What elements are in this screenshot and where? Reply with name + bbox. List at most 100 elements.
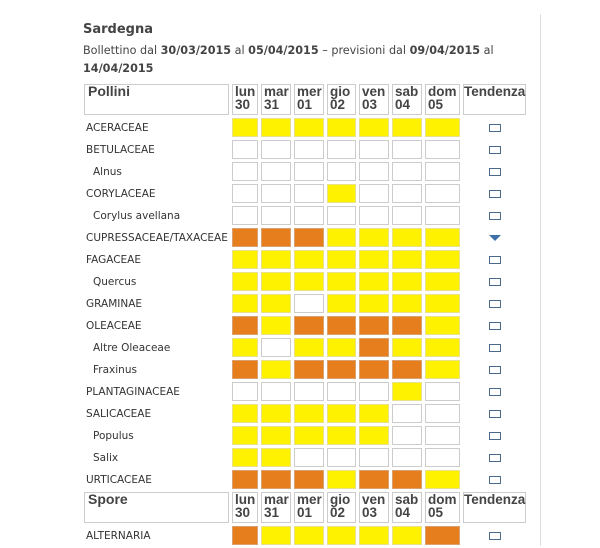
level-cell-2 bbox=[294, 316, 324, 335]
level-cell-0 bbox=[425, 404, 460, 423]
level-cell-0 bbox=[425, 162, 460, 181]
level-cell-1 bbox=[359, 294, 389, 313]
day-name: lun bbox=[235, 84, 256, 99]
taxon-name: BETULACEAE bbox=[86, 143, 155, 156]
day-number: 31 bbox=[264, 505, 280, 520]
level-cell-1 bbox=[359, 272, 389, 291]
level-cell-0 bbox=[425, 140, 460, 159]
level-cell-0 bbox=[392, 448, 422, 467]
day-name: mer bbox=[297, 84, 322, 99]
level-cell-0 bbox=[327, 448, 356, 467]
divider bbox=[540, 14, 541, 546]
trend-stable-icon bbox=[488, 256, 501, 264]
level-cell-1 bbox=[327, 426, 356, 445]
level-cell-1 bbox=[327, 526, 356, 545]
day-name: ven bbox=[362, 84, 386, 99]
taxon-name: ACERACEAE bbox=[86, 121, 149, 134]
table-row: URTICACEAE bbox=[84, 470, 526, 489]
day-name: ven bbox=[362, 492, 386, 507]
table-row: Fraxinus bbox=[84, 360, 526, 379]
trend-cell bbox=[463, 272, 526, 291]
level-cell-1 bbox=[232, 448, 258, 467]
level-cell-1 bbox=[425, 272, 460, 291]
level-cell-1 bbox=[261, 448, 291, 467]
day-header: ven 03 bbox=[359, 84, 389, 115]
trend-cell bbox=[463, 206, 526, 225]
day-number: 02 bbox=[330, 505, 346, 520]
table-row: ALTERNARIA bbox=[84, 526, 526, 545]
day-number: 01 bbox=[297, 97, 313, 112]
bulletin-text: Bollettino dal bbox=[83, 44, 158, 57]
trend-stable-icon bbox=[488, 366, 501, 374]
level-cell-1 bbox=[232, 338, 258, 357]
level-cell-0 bbox=[327, 162, 356, 181]
taxon-name: Altre Oleaceae bbox=[93, 341, 171, 354]
level-cell-1 bbox=[359, 404, 389, 423]
day-name: dom bbox=[428, 492, 457, 507]
table-row: BETULACEAE bbox=[84, 140, 526, 159]
level-cell-1 bbox=[392, 272, 422, 291]
day-number: 30 bbox=[235, 97, 251, 112]
level-cell-1 bbox=[294, 118, 324, 137]
level-cell-1 bbox=[327, 184, 356, 203]
level-cell-2 bbox=[232, 470, 258, 489]
taxon-name: FAGACEAE bbox=[86, 253, 141, 266]
level-cell-1 bbox=[359, 228, 389, 247]
table-row: Corylus avellana bbox=[84, 206, 526, 225]
trend-cell bbox=[463, 162, 526, 181]
trend-down-icon bbox=[488, 235, 501, 241]
table-row: GRAMINAE bbox=[84, 294, 526, 313]
level-cell-0 bbox=[294, 448, 324, 467]
day-number: 02 bbox=[330, 97, 346, 112]
trend-stable-icon bbox=[488, 300, 501, 308]
day-header: mer 01 bbox=[294, 84, 324, 115]
day-header: dom 05 bbox=[425, 492, 460, 523]
day-name: gio bbox=[330, 492, 351, 507]
day-name: dom bbox=[428, 84, 457, 99]
level-cell-1 bbox=[261, 404, 291, 423]
level-cell-0 bbox=[232, 162, 258, 181]
level-cell-0 bbox=[359, 140, 389, 159]
trend-cell bbox=[463, 338, 526, 357]
taxon-name: Fraxinus bbox=[93, 363, 137, 376]
taxon-name: OLEACEAE bbox=[86, 319, 142, 332]
level-cell-1 bbox=[261, 426, 291, 445]
section-header: Spore lun 30 mar 31 mer 01 gio 02 ven 03 sab 04 dom 05… bbox=[84, 492, 527, 523]
level-cell-0 bbox=[392, 426, 422, 445]
pollen-table: Pollini lun 30 mar 31 mer 01 gio 02 ven 03 sab 04 dom… bbox=[81, 81, 529, 548]
level-cell-0 bbox=[261, 382, 291, 401]
level-cell-1 bbox=[327, 338, 356, 357]
level-cell-0 bbox=[392, 206, 422, 225]
level-cell-1 bbox=[425, 470, 460, 489]
level-cell-1 bbox=[294, 426, 324, 445]
day-number: 30 bbox=[235, 505, 251, 520]
level-cell-1 bbox=[261, 118, 291, 137]
day-header: ven 03 bbox=[359, 492, 389, 523]
taxon-name: PLANTAGINACEAE bbox=[86, 385, 180, 398]
bulletin-date: 05/04/2015 bbox=[248, 44, 319, 57]
level-cell-0 bbox=[232, 140, 258, 159]
trend-cell bbox=[463, 316, 526, 335]
level-cell-1 bbox=[392, 338, 422, 357]
trend-cell bbox=[463, 360, 526, 379]
level-cell-0 bbox=[392, 404, 422, 423]
level-cell-0 bbox=[294, 162, 324, 181]
trend-cell bbox=[463, 404, 526, 423]
day-name: lun bbox=[235, 492, 256, 507]
level-cell-2 bbox=[359, 360, 389, 379]
level-cell-1 bbox=[294, 250, 324, 269]
level-cell-1 bbox=[261, 316, 291, 335]
level-cell-1 bbox=[327, 470, 356, 489]
trend-cell bbox=[463, 228, 526, 247]
section-title: Spore bbox=[84, 492, 229, 523]
table-row: PLANTAGINACEAE bbox=[84, 382, 526, 401]
level-cell-1 bbox=[294, 526, 324, 545]
trend-stable-icon bbox=[488, 124, 501, 132]
taxon-name: URTICACEAE bbox=[86, 473, 152, 486]
taxon-name: SALICACEAE bbox=[86, 407, 152, 420]
table-row: ACERACEAE bbox=[84, 118, 526, 137]
level-cell-0 bbox=[261, 162, 291, 181]
day-name: sab bbox=[395, 84, 419, 99]
level-cell-0 bbox=[232, 206, 258, 225]
level-cell-0 bbox=[294, 140, 324, 159]
